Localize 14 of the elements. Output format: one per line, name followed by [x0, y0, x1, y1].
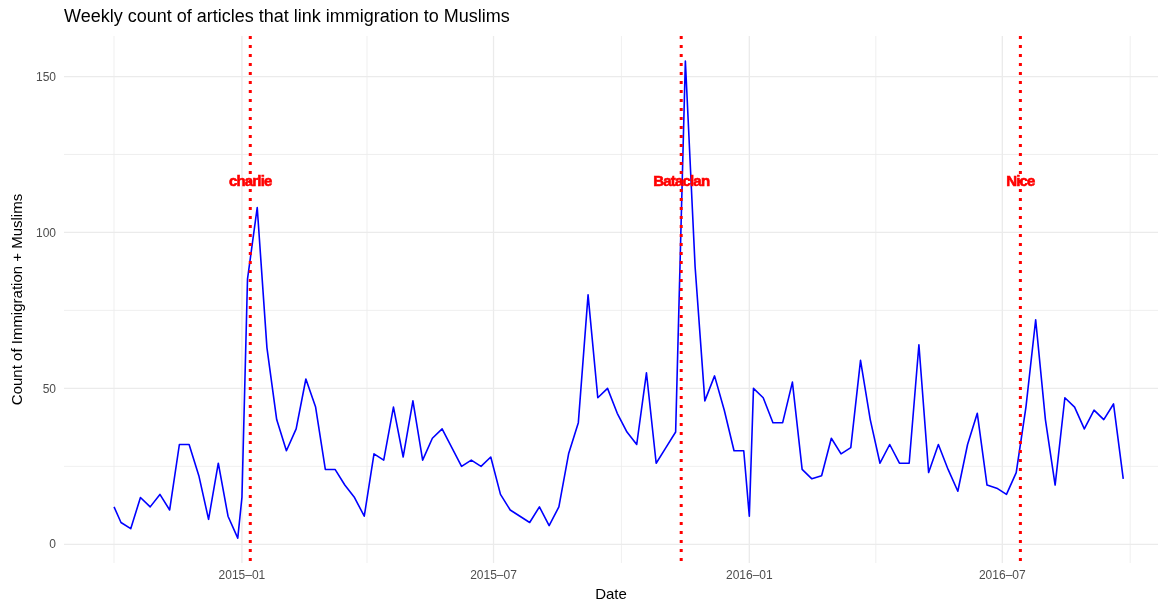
chart-title: Weekly count of articles that link immigration to Muslims — [64, 6, 510, 26]
x-tick-label: 2015–01 — [218, 568, 266, 582]
y-tick-label: 50 — [42, 381, 57, 396]
y-tick-label: 0 — [49, 537, 57, 552]
y-tick-label: 100 — [35, 225, 57, 240]
x-tick-label: 2016–07 — [978, 568, 1026, 582]
x-tick-label: 2015–07 — [470, 568, 518, 582]
ref-line-label: Nice — [1006, 172, 1036, 190]
y-tick-label: 150 — [35, 69, 57, 84]
line-series — [113, 60, 1125, 539]
y-axis-title: Count of Immigration + Muslims — [8, 193, 25, 406]
x-axis-title: Date — [595, 585, 627, 602]
x-tick-label: 2016–01 — [725, 568, 773, 582]
ref-line-label: charlie — [228, 172, 273, 190]
